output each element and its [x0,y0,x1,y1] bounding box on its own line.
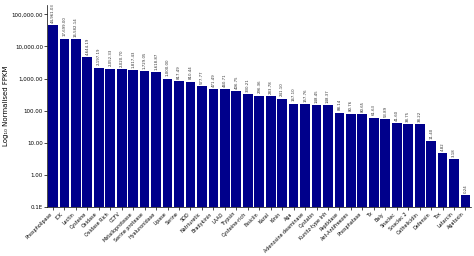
Bar [300,104,310,256]
Text: 41.60: 41.60 [395,110,399,121]
Bar [426,141,436,256]
Text: 11.40: 11.40 [429,127,433,139]
Y-axis label: Log₁₀ Normalised FPKM: Log₁₀ Normalised FPKM [3,66,9,146]
Text: 283.78: 283.78 [269,80,273,94]
Text: 241.10: 241.10 [280,82,284,96]
Bar [151,72,161,256]
Text: 330.21: 330.21 [246,78,250,92]
Text: 38.75: 38.75 [406,111,410,122]
Bar [335,113,344,256]
Bar [231,91,241,256]
Text: 0.24: 0.24 [464,184,467,193]
Text: 1,000.00: 1,000.00 [165,59,170,76]
Text: 2,197.19: 2,197.19 [97,48,101,65]
Bar [289,104,299,256]
Bar [60,38,69,256]
Text: 1,618.87: 1,618.87 [154,52,158,70]
Text: 88.14: 88.14 [337,99,341,110]
Text: 4,644.19: 4,644.19 [85,38,89,55]
Text: 1,729.05: 1,729.05 [143,51,146,69]
Bar [381,120,390,256]
Text: 44,961.03: 44,961.03 [51,3,55,23]
Text: 80.76: 80.76 [349,100,353,112]
Text: 296.36: 296.36 [257,80,261,93]
Bar [197,86,207,256]
Bar [105,69,115,256]
Text: 148.37: 148.37 [326,89,330,103]
Bar [449,159,459,256]
Bar [277,99,287,256]
Bar [255,96,264,256]
Bar [415,124,425,256]
Text: 80.65: 80.65 [360,101,365,112]
Text: 167.10: 167.10 [292,88,296,101]
Text: 2,052.33: 2,052.33 [108,49,112,66]
Text: 4.82: 4.82 [440,142,445,151]
Bar [186,82,195,256]
Bar [461,195,470,256]
Bar [94,68,104,256]
Bar [392,123,401,256]
Text: 157.76: 157.76 [303,89,307,102]
Text: 817.49: 817.49 [177,65,181,79]
Bar [140,71,149,256]
Bar [128,70,138,256]
Bar [243,94,253,256]
Text: 460.71: 460.71 [223,73,227,87]
Text: 406.75: 406.75 [234,76,238,89]
Bar [323,105,333,256]
Bar [438,153,447,256]
Bar [311,105,321,256]
Bar [369,118,379,256]
Bar [357,114,367,256]
Text: 810.44: 810.44 [189,66,192,79]
Text: 38.22: 38.22 [418,111,422,122]
Text: 148.45: 148.45 [315,89,319,103]
Bar [163,79,173,256]
Bar [48,26,58,256]
Bar [403,124,413,256]
Bar [71,39,81,256]
Bar [266,96,275,256]
Text: 577.77: 577.77 [200,70,204,84]
Bar [209,89,218,256]
Bar [82,57,92,256]
Bar [174,81,184,256]
Text: 17,699.00: 17,699.00 [63,16,66,36]
Text: 471.49: 471.49 [211,73,215,87]
Bar [346,114,356,256]
Bar [220,90,230,256]
Text: 53.89: 53.89 [383,106,387,117]
Text: 61.63: 61.63 [372,104,376,115]
Text: 2,020.70: 2,020.70 [120,49,124,67]
Text: 1,817.43: 1,817.43 [131,50,135,68]
Text: 3.18: 3.18 [452,148,456,157]
Bar [117,69,127,256]
Text: 16,582.14: 16,582.14 [74,17,78,37]
